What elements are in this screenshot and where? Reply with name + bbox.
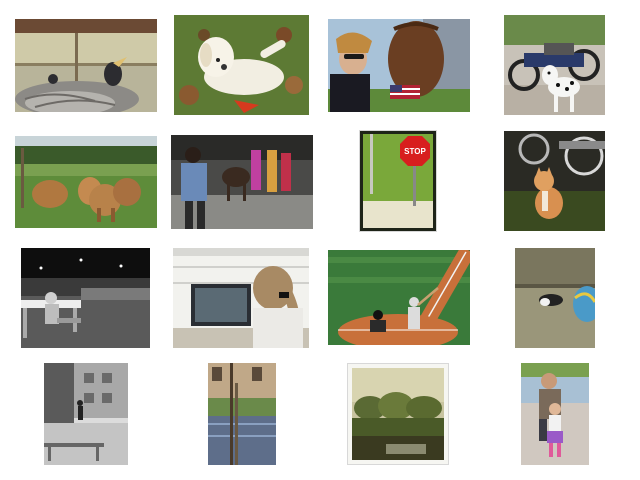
thumbnail-street-skateboarder[interactable] bbox=[44, 363, 128, 465]
thumbnail-dog-on-leaves[interactable] bbox=[174, 15, 309, 115]
thumbnail-park-trees[interactable] bbox=[348, 364, 448, 464]
thumbnail-cat-by-motorcycles[interactable] bbox=[504, 131, 605, 231]
thumbnail-highland-cattle[interactable] bbox=[15, 136, 157, 228]
thumbnail-woman-at-computer[interactable] bbox=[173, 248, 309, 348]
thumbnail-people-with-cow[interactable] bbox=[171, 135, 313, 229]
thumbnail-stop-sign[interactable]: STOP bbox=[360, 131, 436, 231]
svg-text:STOP: STOP bbox=[404, 147, 426, 156]
thumbnail-cat-on-couch[interactable] bbox=[515, 248, 595, 348]
thumbnail-bird-nest[interactable] bbox=[15, 19, 157, 112]
thumbnail-balcony-building[interactable] bbox=[208, 363, 276, 465]
thumbnail-woman-baseball-glove[interactable] bbox=[328, 19, 470, 112]
thumbnail-baseball-batter[interactable] bbox=[328, 250, 470, 345]
thumbnail-dalmatian-motorcycles[interactable] bbox=[504, 15, 605, 115]
thumbnail-man-with-child[interactable] bbox=[521, 363, 589, 465]
thumbnail-bench-night-crowd[interactable] bbox=[21, 248, 150, 348]
